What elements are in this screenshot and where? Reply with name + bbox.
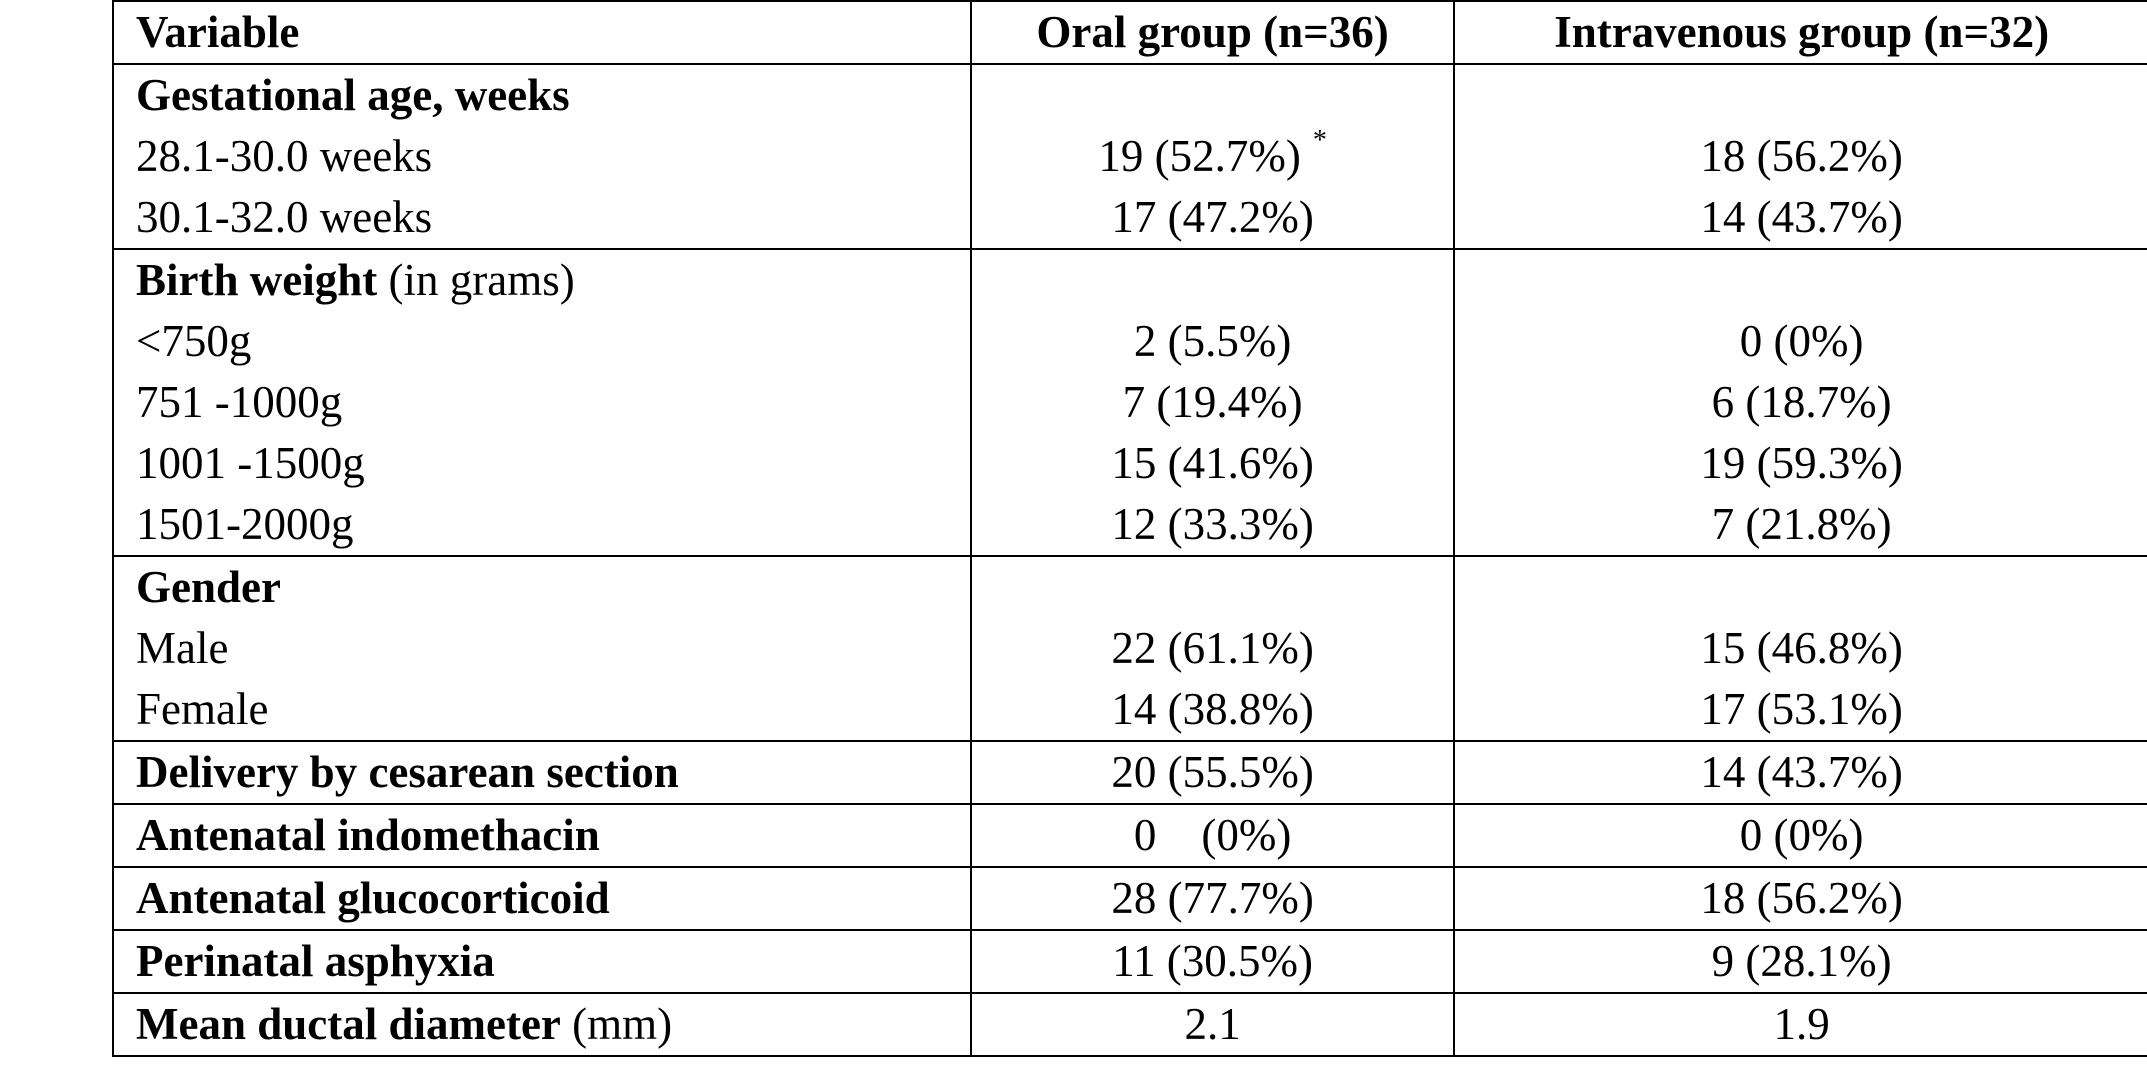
row-label: Antenatal indomethacin xyxy=(136,810,600,860)
header-variable: Variable xyxy=(112,0,972,65)
header-oral-group: Oral group (n=36) xyxy=(969,0,1456,65)
cell-value: 18 (56.2%) xyxy=(1453,866,2147,931)
cell-value: 14 (43.7%) xyxy=(1700,192,1903,242)
cell-value: 19 (52.7%) xyxy=(1098,131,1301,181)
cell-value: 28 (77.7%) xyxy=(969,866,1456,931)
row-label: 1501-2000g xyxy=(136,499,354,549)
cell-value: 0 (0%) xyxy=(1739,316,1864,366)
row-label: Male xyxy=(136,623,229,673)
section-gestational-age: Gestational age, weeks 28.1-30.0 weeks 3… xyxy=(112,63,2147,250)
header-intravenous-group: Intravenous group (n=32) xyxy=(1453,0,2147,65)
section-oral-values: 22 (61.1%) 14 (38.8%) xyxy=(969,555,1456,742)
cell-value: 2 (5.5%) xyxy=(1133,316,1292,366)
row-label: Delivery by cesarean section xyxy=(136,747,679,797)
cell-value: 7 (21.8%) xyxy=(1711,499,1892,549)
section-title-suffix: (in grams) xyxy=(377,255,575,305)
cell-value: 2.1 xyxy=(969,992,1456,1057)
cell-value: 20 (55.5%) xyxy=(969,740,1456,805)
row-label: Mean ductal diameter xyxy=(136,999,561,1049)
row-mean-ductal-diameter: Mean ductal diameter (mm) 2.1 1.9 xyxy=(112,992,2147,1057)
significance-note: * xyxy=(1312,125,1327,156)
cell-value: 0 (0%) xyxy=(1453,803,2147,868)
section-birth-weight: Birth weight (in grams) <750g 751 -1000g… xyxy=(112,248,2147,557)
cell-value: 11 (30.5%) xyxy=(969,929,1456,994)
section-iv-values: 0 (0%) 6 (18.7%) 19 (59.3%) 7 (21.8%) xyxy=(1453,248,2147,557)
row-label: <750g xyxy=(136,316,252,366)
cell-value: 17 (47.2%) xyxy=(1111,192,1314,242)
section-labels: Gestational age, weeks 28.1-30.0 weeks 3… xyxy=(112,63,972,250)
section-title: Gender xyxy=(136,562,281,612)
row-label: 1001 -1500g xyxy=(136,438,365,488)
cell-value: 14 (43.7%) xyxy=(1453,740,2147,805)
cell-value: 18 (56.2%) xyxy=(1700,131,1903,181)
row-label: 28.1-30.0 weeks xyxy=(136,131,433,181)
row-antenatal-indomethacin: Antenatal indomethacin 0 (0%) 0 (0%) xyxy=(112,803,2147,868)
row-label-suffix: (mm) xyxy=(560,999,673,1049)
table-header-row: Variable Oral group (n=36) Intravenous g… xyxy=(112,0,2147,65)
section-iv-values: 15 (46.8%) 17 (53.1%) xyxy=(1453,555,2147,742)
row-label: 751 -1000g xyxy=(136,377,343,427)
row-label: Antenatal glucocorticoid xyxy=(136,873,610,923)
row-label: 30.1-32.0 weeks xyxy=(136,192,433,242)
cell-value: 7 (19.4%) xyxy=(1122,377,1303,427)
section-labels: Gender Male Female xyxy=(112,555,972,742)
section-title: Birth weight xyxy=(136,255,378,305)
cell-value: 6 (18.7%) xyxy=(1711,377,1892,427)
section-gender: Gender Male Female 22 (61.1%) 14 (38.8%)… xyxy=(112,555,2147,742)
row-perinatal-asphyxia: Perinatal asphyxia 11 (30.5%) 9 (28.1%) xyxy=(112,929,2147,994)
section-labels: Birth weight (in grams) <750g 751 -1000g… xyxy=(112,248,972,557)
cell-value: 0 (0%) xyxy=(969,803,1456,868)
row-antenatal-glucocorticoid: Antenatal glucocorticoid 28 (77.7%) 18 (… xyxy=(112,866,2147,931)
row-delivery-cesarean: Delivery by cesarean section 20 (55.5%) … xyxy=(112,740,2147,805)
cell-value: 12 (33.3%) xyxy=(1111,499,1314,549)
section-oral-values: 19 (52.7%) * 17 (47.2%) xyxy=(969,63,1456,250)
cell-value: 15 (46.8%) xyxy=(1700,623,1903,673)
section-title: Gestational age, weeks xyxy=(136,70,570,120)
row-label: Perinatal asphyxia xyxy=(136,936,495,986)
section-oral-values: 2 (5.5%) 7 (19.4%) 15 (41.6%) 12 (33.3%) xyxy=(969,248,1456,557)
characteristics-table: Variable Oral group (n=36) Intravenous g… xyxy=(112,0,2147,1057)
cell-value: 17 (53.1%) xyxy=(1700,684,1903,734)
cell-value: 22 (61.1%) xyxy=(1111,623,1314,673)
cell-value: 1.9 xyxy=(1453,992,2147,1057)
cell-value: 15 (41.6%) xyxy=(1111,438,1314,488)
cell-value: 19 (59.3%) xyxy=(1700,438,1903,488)
row-label: Female xyxy=(136,684,269,734)
cell-value: 9 (28.1%) xyxy=(1453,929,2147,994)
section-iv-values: 18 (56.2%) 14 (43.7%) xyxy=(1453,63,2147,250)
cell-value: 14 (38.8%) xyxy=(1111,684,1314,734)
